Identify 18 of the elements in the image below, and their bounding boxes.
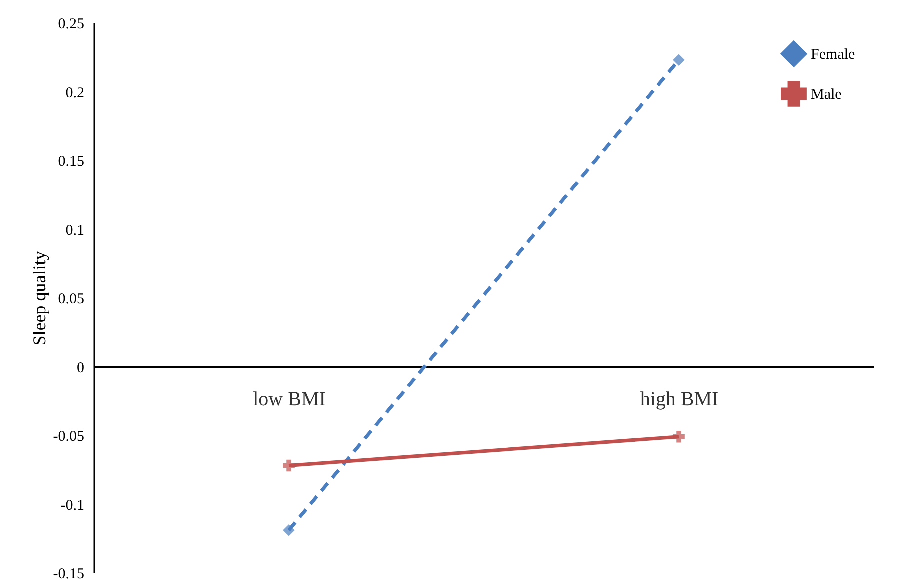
- y-tick-label: -0.15: [53, 566, 84, 582]
- y-tick-label: 0.2: [66, 85, 84, 102]
- point: [673, 54, 685, 66]
- y-tick-label: 0: [77, 360, 84, 376]
- point: [673, 430, 685, 443]
- point: [283, 460, 295, 472]
- y-tick-label: -0.1: [60, 498, 84, 514]
- y-axis-title: Sleep quality: [29, 251, 50, 346]
- y-tick-label: -0.05: [53, 429, 84, 445]
- y-tick-label: 0.05: [58, 292, 84, 308]
- y-tick-label: 0.25: [58, 16, 84, 32]
- point: [283, 524, 295, 536]
- y-tick-label: 0.15: [58, 154, 84, 170]
- legend-label: Male: [811, 87, 842, 103]
- x-tick-label: high BMI: [640, 388, 719, 410]
- legend-label: Female: [811, 47, 856, 63]
- y-tick-label: 0.1: [66, 222, 84, 239]
- x-tick-label: low BMI: [253, 388, 326, 410]
